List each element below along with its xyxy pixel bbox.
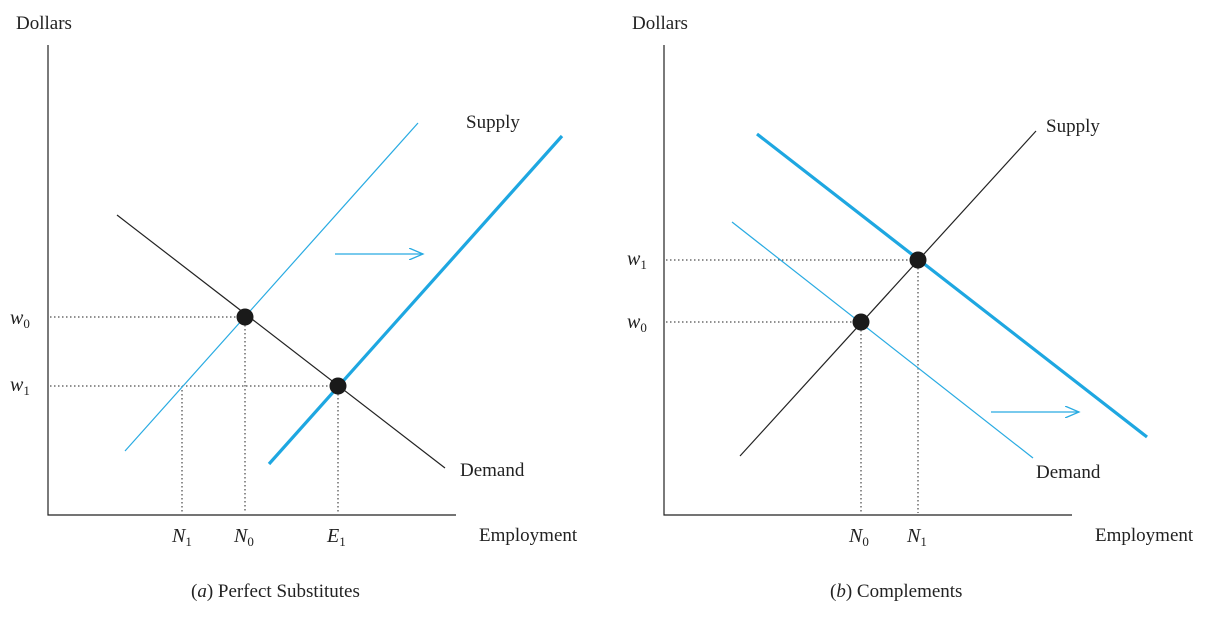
panel-b-w1-tick-sub: 1 — [640, 257, 647, 272]
panel-b-axes — [663, 45, 1072, 516]
panel-a-caption-letter: a — [197, 581, 207, 602]
panel-a-n1-tick: N1 — [171, 525, 192, 549]
panel-b-shifted-demand-curve — [756, 132, 1148, 439]
panel-b-supply-label: Supply — [1046, 116, 1100, 137]
panel-a-e1-tick-sub: 1 — [339, 534, 346, 549]
panel-a-demand-curve — [116, 214, 446, 469]
panel-a-w0-tick-sub: 0 — [23, 316, 30, 331]
panel-a-shifted-supply-curve — [267, 134, 564, 466]
panel-a-new-equilibrium-point — [329, 377, 347, 395]
panel-b-w0-tick: w0 — [627, 311, 647, 335]
panel-a-e1-tick-base: E — [326, 525, 339, 547]
panel-b-w0-tick-sub: 0 — [640, 320, 647, 335]
panel-b-initial-equilibrium-point — [852, 313, 870, 331]
panel-a-w1-tick-sub: 1 — [23, 383, 30, 398]
panel-a-demand-label: Demand — [460, 460, 525, 481]
panel-b-n0-tick-sub: 0 — [862, 534, 869, 549]
panel-a-e1-tick: E1 — [326, 525, 346, 549]
panel-a-y-axis-title: Dollars — [16, 13, 72, 34]
panel-a-perfect-substitutes: Dollars Employment Supply Demand w0 w1 N… — [10, 13, 578, 602]
panel-a-w1-tick: w1 — [10, 374, 30, 398]
panel-a-w1-tick-base: w — [10, 374, 24, 396]
panel-b-new-equilibrium-point — [909, 251, 927, 269]
panel-b-caption: (b) Complements — [830, 581, 962, 602]
panel-a-n0-tick-sub: 0 — [247, 534, 254, 549]
panel-a-n1-tick-sub: 1 — [185, 534, 192, 549]
panel-a-supply-label: Supply — [466, 112, 520, 133]
panel-b-supply-curve — [739, 130, 1037, 457]
panel-a-caption-text: Perfect Substitutes — [213, 581, 360, 602]
panel-b-n0-tick: N0 — [848, 525, 869, 549]
panel-b-caption-text: Complements — [852, 581, 962, 602]
panel-a-original-supply-curve — [124, 122, 419, 452]
panel-a-axes — [47, 45, 456, 516]
panel-b-n0-tick-base: N — [848, 525, 864, 547]
panel-b-n1-tick: N1 — [906, 525, 927, 549]
panel-b-x-axis-title: Employment — [1095, 525, 1194, 546]
panel-a-w0-tick: w0 — [10, 307, 30, 331]
panel-a-w0-tick-base: w — [10, 307, 24, 329]
panel-b-demand-label: Demand — [1036, 462, 1101, 483]
panel-a-n0-tick-base: N — [233, 525, 249, 547]
panel-b-caption-letter: b — [836, 581, 846, 602]
panel-b-w1-tick: w1 — [627, 248, 647, 272]
panel-b-y-axis-title: Dollars — [632, 13, 688, 34]
panel-b-n1-tick-sub: 1 — [920, 534, 927, 549]
panel-a-n1-tick-base: N — [171, 525, 187, 547]
panel-b-w0-tick-base: w — [627, 311, 641, 333]
panel-b-n1-tick-base: N — [906, 525, 922, 547]
panel-a-caption: (a) Perfect Substitutes — [191, 581, 360, 602]
panel-a-n0-tick: N0 — [233, 525, 254, 549]
panel-a-initial-equilibrium-point — [236, 308, 254, 326]
panel-b-complements: Dollars Employment Supply Demand w1 w0 N… — [627, 13, 1194, 602]
panel-a-x-axis-title: Employment — [479, 525, 578, 546]
panel-b-original-demand-curve — [731, 221, 1034, 459]
panel-b-w1-tick-base: w — [627, 248, 641, 270]
